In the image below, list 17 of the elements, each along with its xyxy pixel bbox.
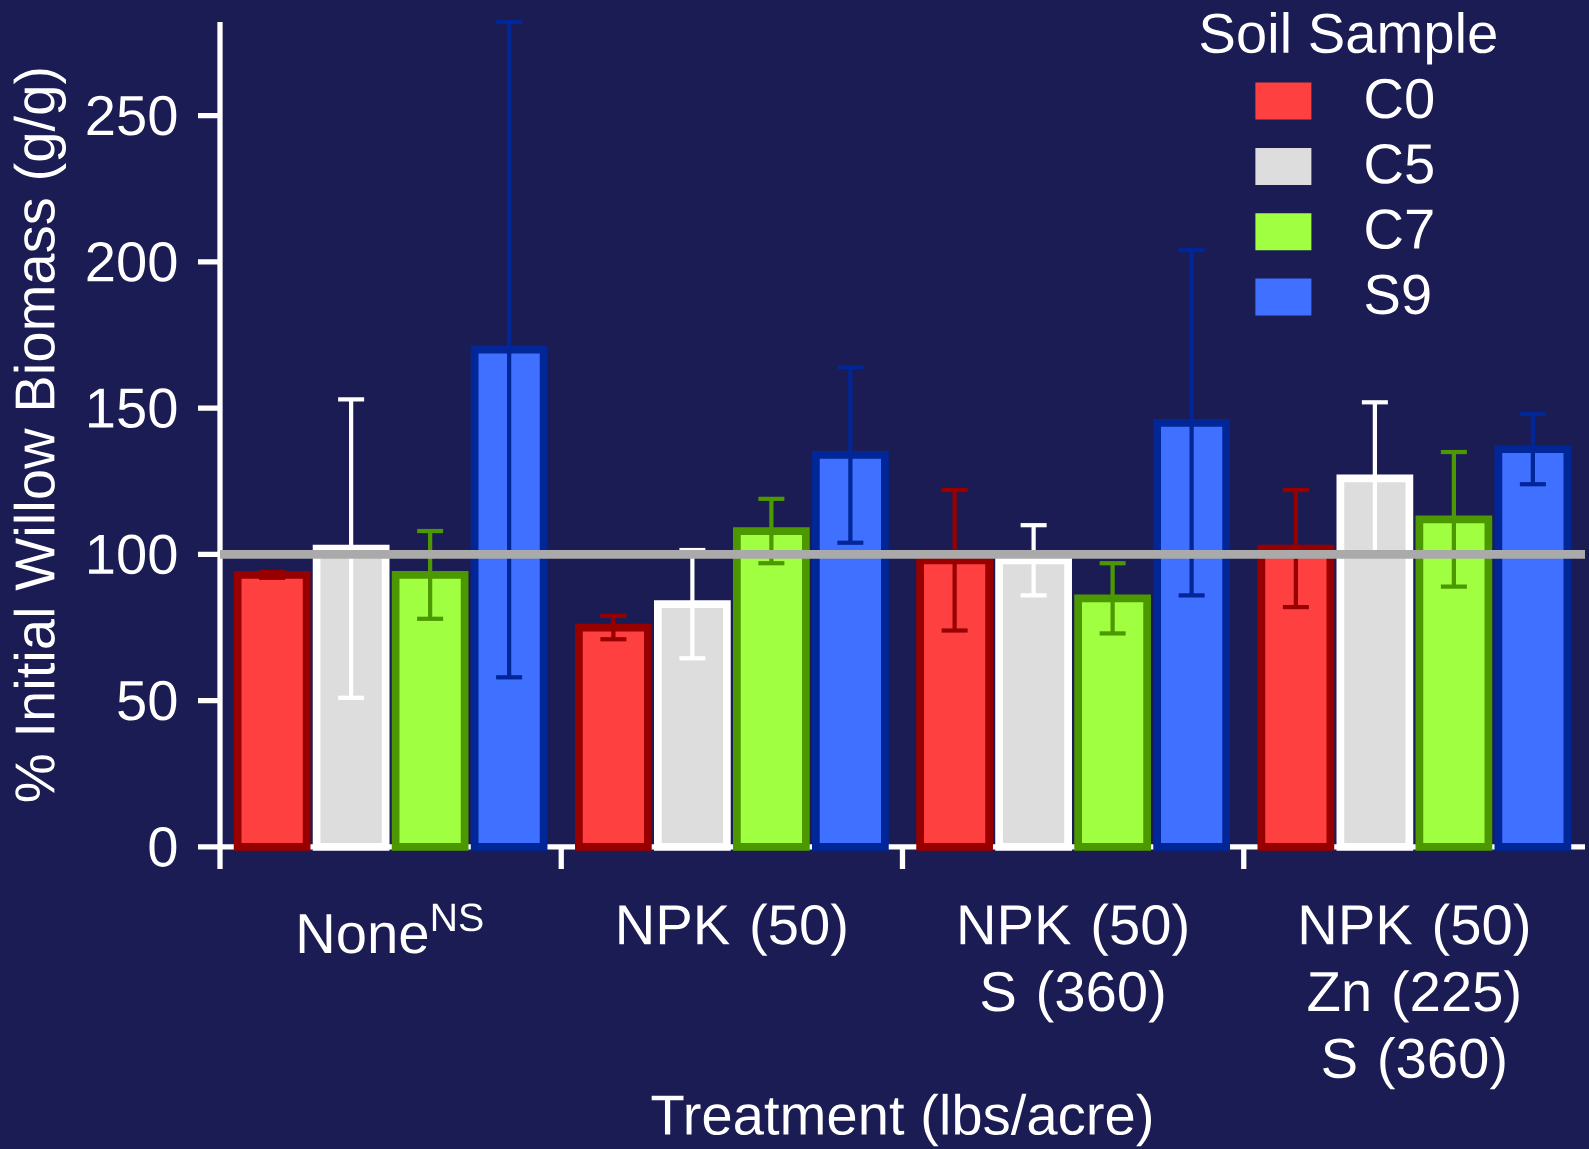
- y-axis-title: % Initial Willow Biomass (g/g): [13, 69, 67, 802]
- y-tick-label: 200: [87, 241, 177, 282]
- x-tick-label: NPK (50) Zn (225) S (360): [1301, 903, 1528, 1090]
- y-tick-label: 250: [87, 95, 177, 136]
- x-tick-label: NPK (50) S (360): [960, 903, 1187, 1023]
- y-tick-label: 0: [149, 827, 177, 867]
- y-tick-label: 100: [89, 534, 177, 575]
- x-tick-label: None$^{NS}$: [299, 903, 483, 954]
- x-tick-label: NPK (50): [619, 903, 846, 956]
- legend-label: C7: [1366, 209, 1433, 250]
- legend-title: Soil Sample: [1200, 12, 1496, 65]
- y-tick-label: 150: [89, 388, 177, 429]
- x-axis-title: Treatment (lbs/acre): [651, 1093, 1151, 1147]
- legend-label: C5: [1366, 144, 1433, 184]
- y-tick-label: 50: [118, 680, 177, 721]
- legend-label: S9: [1365, 274, 1430, 315]
- legend-label: C0: [1366, 78, 1434, 119]
